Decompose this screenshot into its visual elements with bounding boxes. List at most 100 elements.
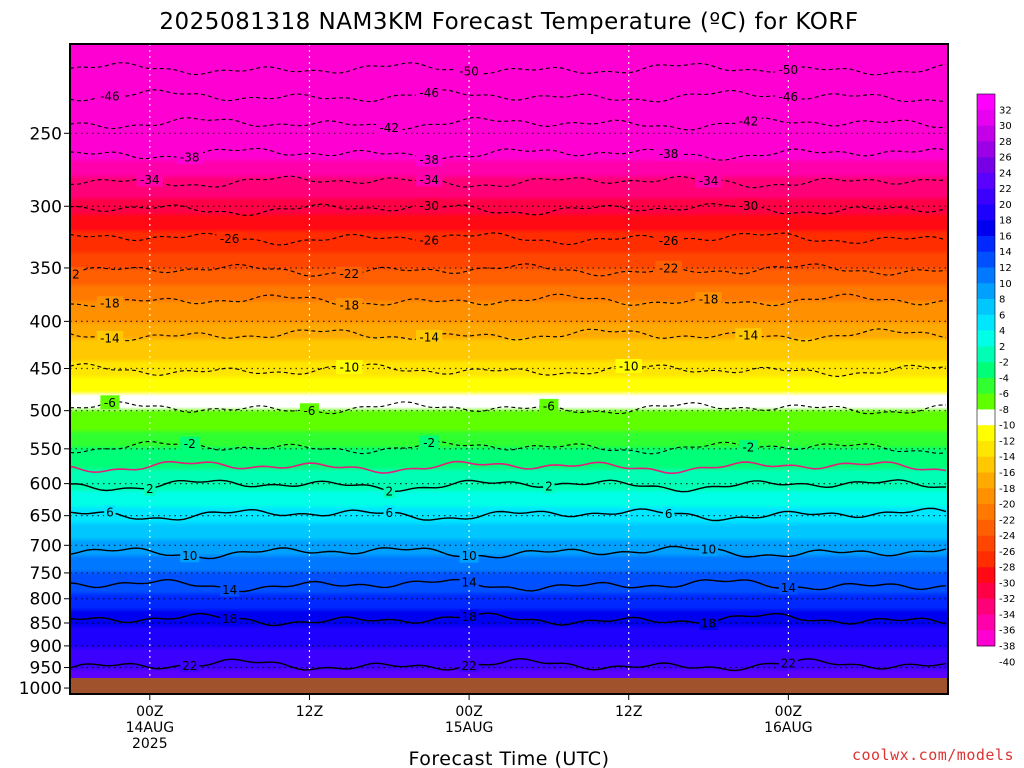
pressure-tick-label: 750 bbox=[30, 564, 62, 584]
isotherm-line bbox=[70, 62, 947, 76]
isotherm-label-text: -38 bbox=[180, 151, 200, 165]
isotherm-label-text: -2 bbox=[742, 440, 754, 454]
isotherm-label-text: -46 bbox=[419, 86, 439, 100]
time-tick-year: 2025 bbox=[132, 736, 168, 752]
isotherm-label-text: 22 bbox=[182, 659, 197, 673]
isotherm-label: 22 bbox=[180, 658, 200, 673]
colorbar-swatch bbox=[977, 614, 995, 631]
colorbar-swatch bbox=[977, 630, 995, 647]
colorbar-swatch bbox=[977, 472, 995, 489]
isotherm-label: -2 bbox=[738, 439, 758, 454]
isotherm-label-text: 14 bbox=[461, 576, 476, 590]
credit-link[interactable]: coolwx.com/models bbox=[852, 746, 1014, 764]
colorbar-label: 28 bbox=[999, 137, 1012, 148]
isotherm-label-bg bbox=[70, 267, 84, 282]
colorbar-swatch bbox=[977, 109, 995, 126]
isotherm-label: 6 bbox=[662, 506, 675, 521]
isotherm-label-text: -30 bbox=[739, 199, 759, 213]
colorbar-label: -24 bbox=[999, 531, 1015, 542]
isotherm-label-text: -38 bbox=[659, 147, 679, 161]
colorbar-swatch bbox=[977, 393, 995, 410]
isotherm-label: 2 bbox=[144, 481, 156, 496]
isotherm-label-text: -38 bbox=[419, 153, 439, 167]
isotherm-label: 14 bbox=[778, 580, 798, 595]
colorbar-swatch bbox=[977, 425, 995, 442]
isotherm-label-bg bbox=[336, 298, 363, 313]
isotherm-label: 10 bbox=[699, 542, 719, 557]
isotherm-label-bg bbox=[459, 658, 479, 673]
isotherm-label-text: -14 bbox=[100, 331, 120, 345]
isotherm-label-bg bbox=[455, 63, 483, 78]
isotherm-line bbox=[70, 440, 947, 455]
colorbar-swatch bbox=[977, 141, 995, 158]
isotherm-label: -42 bbox=[735, 113, 762, 128]
colorbar-label: 26 bbox=[999, 153, 1012, 164]
isotherm-label-bg bbox=[136, 172, 164, 187]
colorbar-swatch bbox=[977, 204, 995, 221]
time-tick-label: 00Z bbox=[455, 704, 482, 720]
pressure-tick-label: 900 bbox=[30, 637, 62, 657]
isotherm-label: 10 bbox=[459, 548, 479, 563]
isotherm-label-bg bbox=[415, 198, 443, 213]
isotherm-label: -2 bbox=[180, 436, 200, 451]
isotherm-label-bg bbox=[459, 575, 479, 590]
isotherm-label-text: -18 bbox=[340, 299, 360, 313]
colorbar-label: 10 bbox=[999, 279, 1012, 290]
colorbar-label: -14 bbox=[999, 452, 1015, 463]
isotherm-label-bg bbox=[216, 231, 243, 246]
colorbar-swatch bbox=[977, 299, 995, 316]
colorbar-swatch bbox=[977, 314, 995, 331]
isotherm-line bbox=[70, 612, 947, 627]
x-axis-label: Forecast Time (UTC) bbox=[409, 748, 610, 768]
colorbar-swatch bbox=[977, 94, 995, 111]
colorbar-label: -22 bbox=[999, 515, 1015, 526]
isotherm-label-text: -34 bbox=[419, 173, 439, 187]
isotherm-line bbox=[70, 507, 947, 522]
colorbar-label: -6 bbox=[999, 389, 1009, 400]
isotherm-label-text: -6 bbox=[104, 396, 116, 410]
isotherm-label: 22 bbox=[778, 655, 798, 670]
isotherm-label: 18 bbox=[459, 609, 479, 624]
isotherm-label-text: 6 bbox=[665, 507, 673, 521]
isotherm-line bbox=[70, 89, 947, 103]
isotherm-label: 10 bbox=[180, 548, 200, 563]
colorbar-label: -40 bbox=[999, 657, 1015, 668]
isotherm-label-text: -6 bbox=[303, 404, 315, 418]
colorbar-label: -34 bbox=[999, 610, 1015, 621]
isotherm-label-bg bbox=[383, 483, 396, 498]
isotherm-label-bg bbox=[543, 479, 555, 494]
time-tick-date: 15AUG bbox=[445, 720, 494, 736]
colorbar-swatch bbox=[977, 598, 995, 615]
isotherm-label: 2 bbox=[383, 483, 396, 498]
colorbar-swatch bbox=[977, 504, 995, 521]
isotherm-label-bg bbox=[695, 173, 722, 188]
isotherm-label-bg bbox=[655, 233, 682, 248]
isotherm-label-text: -42 bbox=[379, 121, 399, 135]
isotherm-label-bg bbox=[180, 658, 200, 673]
colorbar-label: 24 bbox=[999, 168, 1012, 179]
isotherm-label-bg bbox=[415, 329, 443, 344]
isotherm-label: 6 bbox=[383, 505, 396, 520]
isotherm-label-text: -18 bbox=[699, 293, 719, 307]
colorbar-swatch bbox=[977, 283, 995, 300]
isotherm-label-bg bbox=[96, 330, 124, 345]
isotherm-label: -26 bbox=[216, 231, 243, 246]
isotherm-label-bg bbox=[383, 505, 396, 520]
ground-surface bbox=[70, 678, 948, 694]
colorbar-swatch bbox=[977, 582, 995, 599]
isotherm-label: -26 bbox=[655, 233, 682, 248]
isotherm-label-text: -10 bbox=[619, 360, 639, 374]
isotherm-label: -38 bbox=[655, 146, 682, 161]
colorbar-swatch bbox=[977, 172, 995, 189]
isotherm-label: -10 bbox=[615, 359, 642, 374]
isotherm-label-text: -10 bbox=[340, 361, 360, 375]
isotherm-label: -14 bbox=[735, 328, 762, 343]
isotherm-label-text: 14 bbox=[781, 581, 796, 595]
isotherm-line bbox=[70, 328, 947, 342]
isotherm-label-text: -2 bbox=[423, 436, 435, 450]
isotherm-label: 18 bbox=[699, 615, 719, 630]
colorbar-label: -18 bbox=[999, 484, 1015, 495]
isotherm-label-bg bbox=[299, 403, 319, 418]
isotherm-label-text: 2 bbox=[385, 484, 393, 498]
